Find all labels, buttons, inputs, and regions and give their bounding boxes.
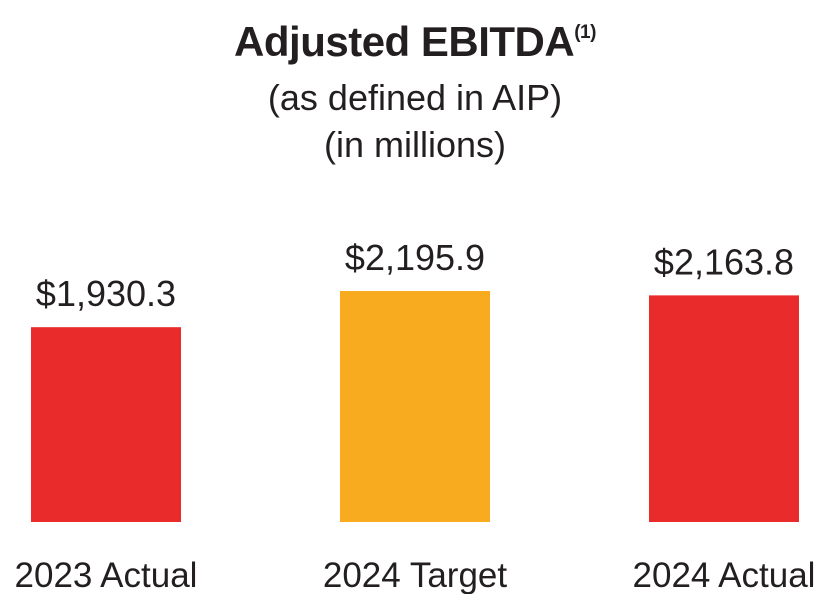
chart-title-text: Adjusted EBITDA [234,18,575,65]
chart-title: Adjusted EBITDA(1) [0,14,830,70]
category-label: 2024 Target [323,556,508,594]
category-label: 2023 Actual [15,556,198,594]
value-label: $2,163.8 [654,241,794,282]
value-label: $2,195.9 [345,237,485,278]
bar-2023-actual [31,327,181,522]
chart-title-footnote: (1) [574,22,596,43]
bar-2024-target [340,291,490,522]
value-label: $1,930.3 [36,273,176,314]
chart-subtitle-definition: (as defined in AIP) [267,77,563,118]
chart-subtitle-units: (in millions) [323,124,507,165]
category-label: 2024 Actual [633,556,816,594]
bar-2024-actual [649,295,799,522]
